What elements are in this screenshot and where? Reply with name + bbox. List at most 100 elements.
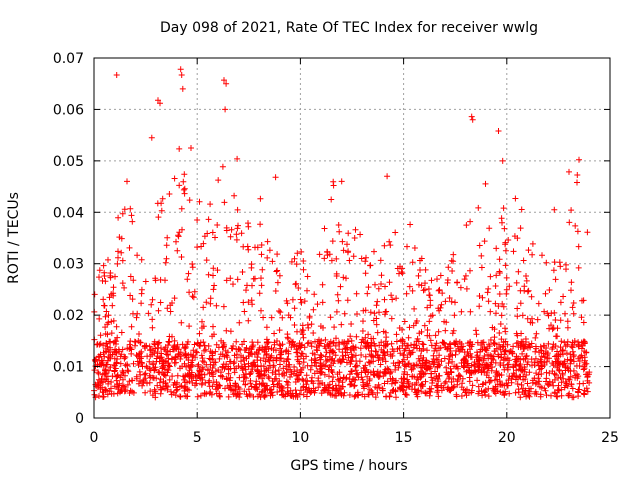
data-point	[575, 264, 582, 271]
data-point	[549, 360, 556, 367]
data-point	[284, 331, 291, 338]
data-point	[305, 339, 312, 346]
data-point	[524, 361, 531, 368]
data-point	[541, 308, 548, 315]
data-point	[411, 305, 418, 312]
data-point	[258, 282, 265, 289]
data-point	[293, 349, 300, 356]
data-point	[464, 360, 470, 367]
data-point	[192, 382, 198, 389]
data-point	[270, 362, 277, 369]
data-point	[97, 386, 104, 392]
data-point	[321, 343, 328, 350]
data-point	[107, 355, 113, 362]
data-point	[209, 349, 216, 356]
data-point	[419, 340, 426, 347]
data-point	[285, 379, 292, 386]
data-point	[523, 273, 529, 279]
data-point	[503, 286, 510, 293]
data-point	[411, 245, 418, 251]
data-point	[113, 373, 120, 380]
data-point	[428, 277, 435, 284]
data-point	[263, 382, 269, 389]
data-point	[283, 378, 290, 385]
data-point	[498, 336, 505, 343]
data-point	[149, 316, 156, 323]
data-point	[207, 356, 214, 363]
data-point	[488, 359, 495, 366]
data-point	[343, 359, 350, 366]
data-point	[296, 360, 303, 367]
data-point	[386, 238, 393, 245]
data-point	[553, 372, 559, 378]
data-point	[225, 393, 232, 400]
data-point	[175, 346, 182, 353]
data-point	[197, 392, 204, 399]
data-point	[321, 371, 328, 378]
data-point	[486, 225, 493, 232]
data-point	[335, 297, 342, 304]
data-point	[117, 360, 124, 367]
data-point	[329, 391, 336, 398]
data-point	[250, 359, 257, 366]
data-point	[142, 389, 149, 396]
data-point	[227, 328, 234, 335]
data-point	[397, 263, 403, 270]
data-point	[219, 163, 226, 170]
data-point	[393, 394, 399, 401]
data-point	[363, 254, 369, 261]
data-point	[392, 380, 399, 386]
data-point	[293, 280, 300, 287]
data-point	[362, 362, 369, 369]
data-point	[225, 370, 232, 377]
data-point	[354, 371, 361, 378]
data-point	[371, 371, 378, 378]
data-point	[203, 299, 210, 306]
data-point	[574, 228, 581, 235]
data-point	[108, 385, 114, 392]
data-point	[461, 355, 468, 362]
data-point	[148, 134, 155, 141]
data-point	[456, 339, 463, 346]
data-point	[186, 197, 193, 204]
data-point	[440, 339, 447, 346]
data-point	[389, 352, 396, 359]
data-point	[580, 319, 587, 326]
data-point	[555, 360, 562, 367]
data-point	[563, 350, 570, 357]
data-point	[294, 250, 301, 257]
data-point	[233, 231, 240, 238]
data-point	[166, 191, 173, 197]
data-point	[413, 338, 420, 345]
data-point	[475, 204, 482, 211]
data-point	[512, 362, 519, 368]
data-point	[481, 238, 488, 245]
data-point	[541, 353, 548, 360]
data-point	[281, 358, 287, 365]
data-point	[333, 335, 339, 342]
data-point	[502, 262, 509, 269]
data-point	[399, 326, 406, 333]
data-point	[476, 293, 483, 299]
data-point	[262, 367, 268, 374]
data-point	[498, 215, 505, 222]
data-point	[363, 366, 370, 373]
data-point	[115, 254, 121, 261]
data-point	[201, 390, 208, 396]
data-point	[134, 252, 141, 259]
data-point	[149, 324, 156, 331]
data-point	[449, 268, 456, 274]
data-point	[360, 382, 367, 388]
data-point	[502, 347, 509, 354]
data-point	[179, 85, 186, 92]
data-point	[309, 350, 316, 357]
data-point	[343, 275, 349, 282]
data-point	[539, 252, 545, 259]
data-point	[325, 387, 332, 394]
data-point	[444, 346, 451, 353]
data-point	[411, 341, 418, 348]
data-point	[543, 345, 550, 351]
data-point	[246, 392, 253, 399]
data-point	[584, 388, 591, 395]
data-point	[451, 312, 458, 319]
